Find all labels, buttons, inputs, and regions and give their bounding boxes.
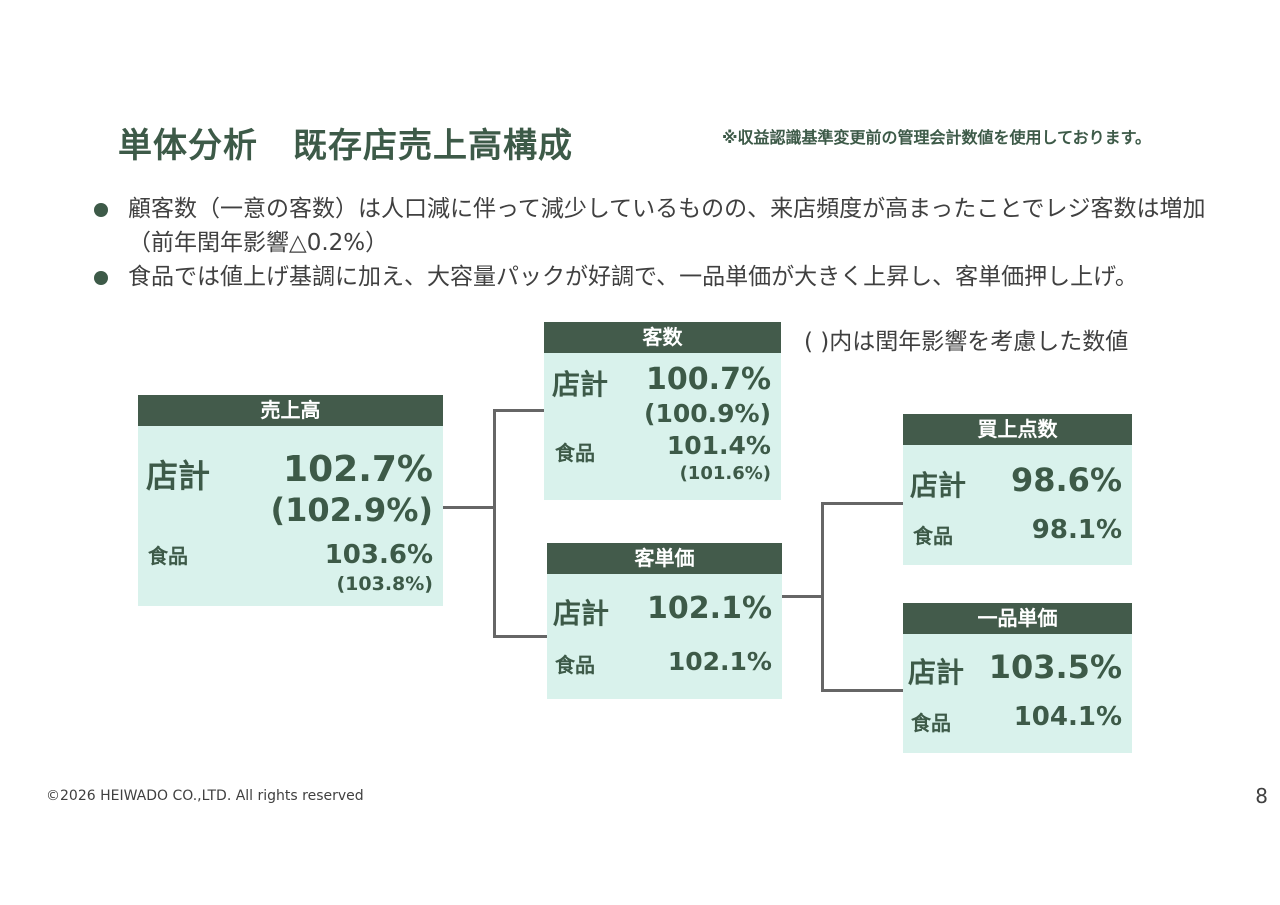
- avg-spend-total-value: 102.1%: [647, 591, 772, 626]
- customers-food-value: 101.4%: [666, 431, 771, 460]
- sales-box: 売上高 店計 102.7% (102.9%) 食品 103.6% (103.8%…: [138, 395, 443, 606]
- items-total-label: 店計: [910, 469, 967, 502]
- sales-food-label: 食品: [148, 544, 188, 568]
- items-box: 買上点数 店計 98.6% 食品 98.1%: [903, 414, 1132, 565]
- sales-food-adjusted: (103.8%): [336, 573, 433, 595]
- bullet-dot-icon: [94, 271, 108, 285]
- bullet-dot-icon: [94, 203, 108, 217]
- sales-header: 売上高: [138, 395, 443, 426]
- unit-price-food-value: 104.1%: [1013, 702, 1122, 732]
- items-total-value: 98.6%: [1010, 461, 1122, 499]
- avg-spend-food-value: 102.1%: [667, 647, 772, 676]
- customers-total-value: 100.7%: [646, 362, 771, 397]
- parenthesis-note: ( )内は閏年影響を考慮した数値: [804, 329, 1129, 355]
- customers-total-label: 店計: [552, 368, 609, 401]
- sales-total-label: 店計: [146, 457, 211, 495]
- unit-price-header: 一品単価: [903, 603, 1132, 634]
- avg-spend-box: 客単価 店計 102.1% 食品 102.1%: [547, 543, 782, 699]
- copyright-footer: ©2026 HEIWADO CO.,LTD. All rights reserv…: [46, 788, 364, 804]
- bullet-item: 顧客数（一意の客数）は人口減に伴って減少しているものの、来店頻度が高まったことで…: [90, 192, 1250, 260]
- customers-box: 客数 店計 100.7% (100.9%) 食品 101.4% (101.6%): [544, 322, 781, 500]
- customers-food-label: 食品: [555, 441, 595, 465]
- bullet-item: 食品では値上げ基調に加え、大容量パックが好調で、一品単価が大きく上昇し、客単価押…: [90, 260, 1250, 294]
- connector-line: [821, 689, 904, 692]
- unit-price-total-value: 103.5%: [988, 648, 1122, 686]
- accounting-note: ※収益認識基準変更前の管理会計数値を使用しております。: [722, 128, 1151, 147]
- unit-price-box: 一品単価 店計 103.5% 食品 104.1%: [903, 603, 1132, 753]
- items-food-value: 98.1%: [1031, 515, 1122, 545]
- avg-spend-total-label: 店計: [553, 597, 610, 630]
- bullet-list: 顧客数（一意の客数）は人口減に伴って減少しているものの、来店頻度が高まったことで…: [90, 192, 1250, 294]
- customers-food-adjusted: (101.6%): [679, 463, 771, 484]
- connector-line: [493, 635, 548, 638]
- page-title: 単体分析 既存店売上高構成: [118, 126, 573, 166]
- items-food-label: 食品: [913, 524, 953, 548]
- avg-spend-food-label: 食品: [555, 653, 595, 677]
- connector-line: [443, 506, 495, 509]
- connector-line: [782, 595, 824, 598]
- unit-price-total-label: 店計: [908, 656, 965, 689]
- sales-total-value: 102.7%: [283, 449, 433, 490]
- items-header: 買上点数: [903, 414, 1132, 445]
- bullet-text: 顧客数（一意の客数）は人口減に伴って減少しているものの、来店頻度が高まったことで…: [128, 196, 1206, 256]
- customers-header: 客数: [544, 322, 781, 353]
- unit-price-food-label: 食品: [911, 711, 951, 735]
- connector-line: [493, 409, 545, 412]
- sales-total-adjusted: (102.9%): [270, 491, 433, 529]
- customers-total-adjusted: (100.9%): [644, 399, 771, 428]
- bullet-text: 食品では値上げ基調に加え、大容量パックが好調で、一品単価が大きく上昇し、客単価押…: [128, 264, 1138, 290]
- connector-line: [821, 502, 824, 692]
- page-number: 8: [1255, 784, 1268, 808]
- connector-line: [493, 409, 496, 638]
- avg-spend-header: 客単価: [547, 543, 782, 574]
- sales-food-value: 103.6%: [324, 540, 433, 570]
- connector-line: [821, 502, 903, 505]
